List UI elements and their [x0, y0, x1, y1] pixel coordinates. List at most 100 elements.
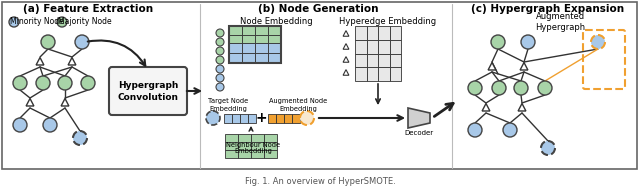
- Bar: [264, 150, 277, 158]
- Bar: [367, 53, 378, 67]
- Bar: [255, 53, 268, 63]
- Circle shape: [9, 17, 19, 27]
- Circle shape: [41, 35, 55, 49]
- Circle shape: [492, 81, 506, 95]
- Circle shape: [591, 35, 605, 49]
- Circle shape: [13, 76, 27, 90]
- Circle shape: [57, 17, 67, 27]
- Bar: [229, 26, 242, 35]
- Bar: [378, 67, 390, 81]
- Bar: [224, 114, 232, 123]
- Bar: [268, 26, 281, 35]
- Polygon shape: [36, 57, 44, 65]
- Text: +: +: [255, 111, 267, 125]
- Bar: [367, 40, 378, 53]
- Bar: [242, 35, 255, 43]
- Bar: [390, 26, 401, 40]
- Circle shape: [13, 118, 27, 132]
- Circle shape: [503, 123, 517, 137]
- Circle shape: [514, 81, 528, 95]
- Bar: [229, 53, 242, 63]
- Bar: [2, 2, 637, 169]
- Bar: [251, 150, 264, 158]
- Bar: [268, 53, 281, 63]
- Polygon shape: [408, 108, 430, 128]
- Text: Fig. 1. An overview of HyperSMOTE.: Fig. 1. An overview of HyperSMOTE.: [244, 176, 396, 185]
- Bar: [251, 134, 264, 142]
- Bar: [248, 114, 256, 123]
- Bar: [242, 53, 255, 63]
- Polygon shape: [520, 62, 528, 70]
- Text: Augmented
Hypergraph: Augmented Hypergraph: [535, 12, 585, 32]
- Polygon shape: [518, 104, 526, 111]
- Circle shape: [216, 38, 224, 46]
- Bar: [284, 114, 292, 123]
- Text: Augmented Node
Embedding: Augmented Node Embedding: [269, 99, 327, 112]
- Circle shape: [73, 131, 87, 145]
- Text: Majority Node: Majority Node: [58, 18, 112, 27]
- Text: Hypergraph: Hypergraph: [118, 82, 178, 91]
- Bar: [378, 26, 390, 40]
- Bar: [225, 142, 238, 150]
- Polygon shape: [482, 104, 490, 111]
- Circle shape: [216, 47, 224, 55]
- Bar: [390, 53, 401, 67]
- Bar: [355, 53, 367, 67]
- Bar: [367, 26, 378, 40]
- Text: Neighbour Node
Embedding: Neighbour Node Embedding: [226, 142, 280, 155]
- Circle shape: [541, 141, 555, 155]
- Bar: [276, 114, 284, 123]
- Polygon shape: [343, 57, 349, 62]
- Circle shape: [521, 35, 535, 49]
- Bar: [378, 53, 390, 67]
- Bar: [238, 142, 251, 150]
- Bar: [225, 134, 238, 142]
- Bar: [292, 114, 300, 123]
- Text: (b) Node Generation: (b) Node Generation: [258, 4, 378, 14]
- Bar: [255, 43, 268, 53]
- Circle shape: [216, 29, 224, 37]
- Circle shape: [538, 81, 552, 95]
- Bar: [268, 114, 276, 123]
- Polygon shape: [26, 99, 34, 106]
- Text: Decoder: Decoder: [404, 130, 433, 136]
- Circle shape: [216, 65, 224, 73]
- Bar: [229, 35, 242, 43]
- Bar: [251, 142, 264, 150]
- Polygon shape: [68, 57, 76, 65]
- Bar: [229, 26, 281, 63]
- Circle shape: [468, 123, 482, 137]
- Polygon shape: [61, 99, 69, 106]
- Bar: [229, 43, 242, 53]
- Circle shape: [81, 76, 95, 90]
- Circle shape: [491, 35, 505, 49]
- Bar: [232, 114, 240, 123]
- Bar: [378, 40, 390, 53]
- Bar: [268, 43, 281, 53]
- Text: (c) Hypergraph Expansion: (c) Hypergraph Expansion: [472, 4, 625, 14]
- Bar: [242, 26, 255, 35]
- Circle shape: [36, 76, 50, 90]
- Circle shape: [300, 111, 314, 125]
- Text: Hyperedge Embedding: Hyperedge Embedding: [339, 18, 436, 27]
- Bar: [225, 150, 238, 158]
- Circle shape: [468, 81, 482, 95]
- Text: Convolution: Convolution: [118, 94, 179, 103]
- Polygon shape: [343, 44, 349, 49]
- Bar: [264, 134, 277, 142]
- Bar: [238, 150, 251, 158]
- Circle shape: [43, 118, 57, 132]
- Polygon shape: [488, 62, 496, 70]
- Circle shape: [58, 76, 72, 90]
- Bar: [255, 26, 268, 35]
- Bar: [367, 67, 378, 81]
- Circle shape: [216, 74, 224, 82]
- Bar: [255, 35, 268, 43]
- Text: Minority Node: Minority Node: [10, 18, 64, 27]
- Circle shape: [75, 35, 89, 49]
- Bar: [268, 35, 281, 43]
- Text: Target Node
Embedding: Target Node Embedding: [208, 99, 248, 112]
- Bar: [240, 114, 248, 123]
- Bar: [355, 67, 367, 81]
- Bar: [390, 40, 401, 53]
